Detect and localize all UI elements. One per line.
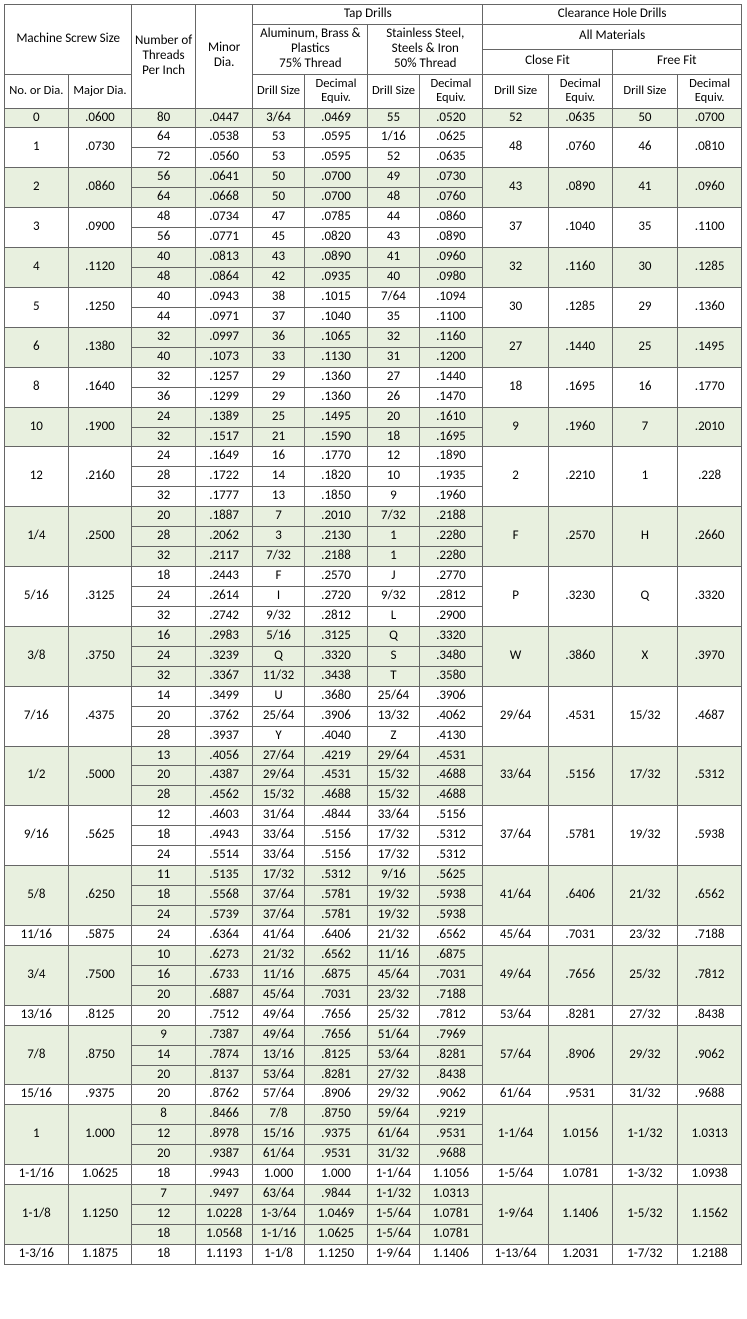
table-body: 0.060080.04473/64.046955.052052.063550.0… bbox=[5, 108, 742, 1264]
drill-chart-table: Machine Screw SizeNumber of Threads Per … bbox=[4, 4, 742, 1265]
table-header: Machine Screw SizeNumber of Threads Per … bbox=[5, 5, 742, 109]
